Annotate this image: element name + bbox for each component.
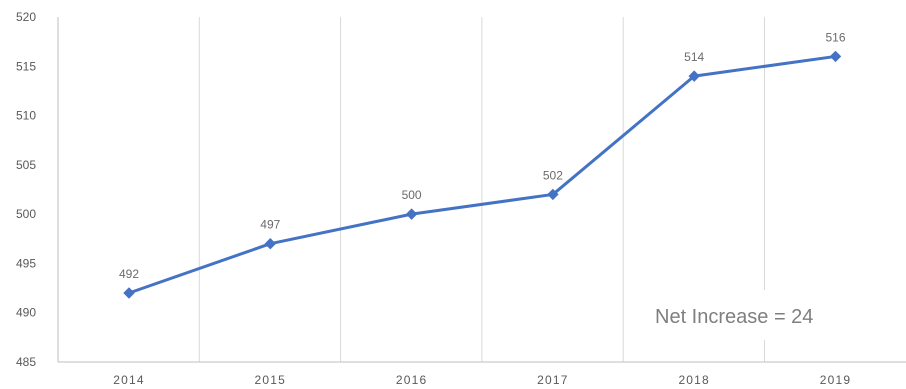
series-line <box>127 54 837 295</box>
x-tick-labels: 2014 2015 2016 2017 2018 2019 <box>113 373 852 387</box>
data-label: 492 <box>119 267 139 281</box>
series-line-layer <box>127 54 837 295</box>
y-tick-label: 515 <box>16 59 36 73</box>
data-label-layer: 492 497 500 502 514 516 <box>119 30 846 281</box>
y-tick-label: 520 <box>16 10 36 24</box>
data-point-marker <box>405 208 418 220</box>
data-point-marker <box>547 188 559 201</box>
y-tick-label: 490 <box>16 306 36 320</box>
data-point-marker <box>829 50 842 63</box>
annotation-background <box>643 290 853 340</box>
axes <box>57 17 906 363</box>
annotation-layer: Net Increase = 24 <box>643 290 853 340</box>
y-tick-label: 500 <box>16 207 36 221</box>
x-tick-label: 2018 <box>678 373 710 387</box>
x-tick-label: 2015 <box>255 373 287 387</box>
y-tick-label: 505 <box>16 158 36 172</box>
x-tick-label: 2014 <box>113 373 145 387</box>
data-label: 497 <box>260 218 280 232</box>
data-point-marker <box>264 238 277 250</box>
data-label: 502 <box>543 168 563 182</box>
y-tick-labels: 485 490 495 500 505 510 515 520 <box>16 10 36 369</box>
y-tick-label: 485 <box>16 355 36 369</box>
x-tick-label: 2016 <box>396 373 428 387</box>
data-label: 514 <box>684 50 704 64</box>
y-tick-label: 510 <box>16 109 36 123</box>
marker-layer <box>123 50 842 299</box>
data-label: 500 <box>402 188 422 202</box>
x-tick-label: 2019 <box>820 373 852 387</box>
gridlines <box>198 17 765 362</box>
data-point-marker <box>123 287 135 299</box>
data-label: 516 <box>825 30 845 44</box>
y-tick-label: 495 <box>16 256 36 270</box>
x-tick-label: 2017 <box>537 373 569 387</box>
net-increase-annotation: Net Increase = 24 <box>655 306 813 328</box>
data-point-marker <box>688 70 700 82</box>
